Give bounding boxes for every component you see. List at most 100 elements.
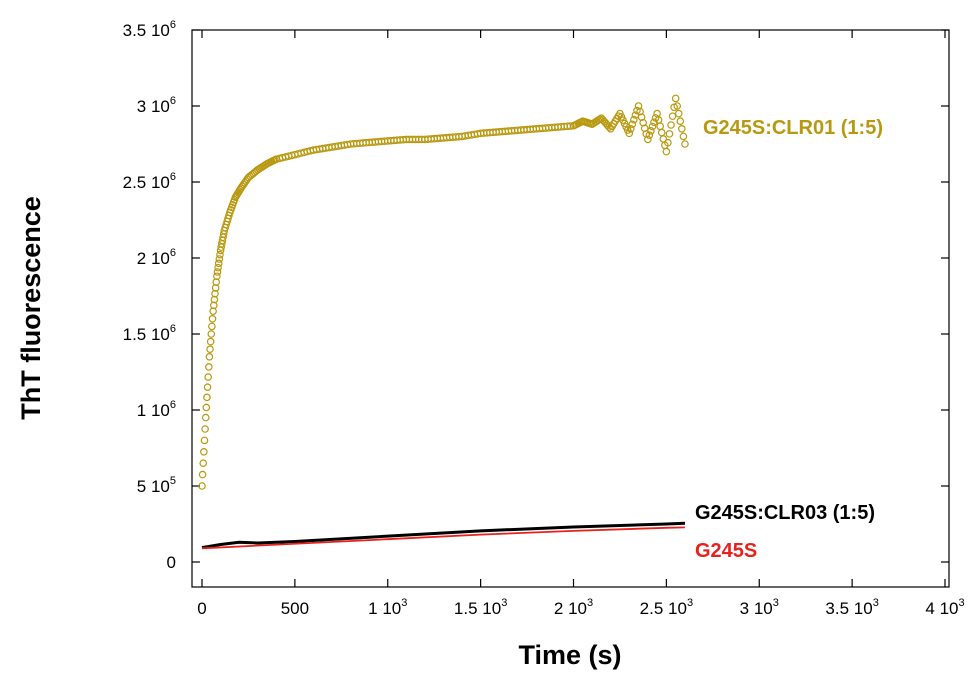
data-point [681,140,689,148]
data-point [650,118,658,127]
plot-frame [191,29,950,588]
data-point [665,130,674,138]
y-tick-label-mantissa: 3 10 [137,97,170,116]
series-label: G245S:CLR01 (1:5) [703,117,883,139]
data-point [668,112,677,120]
data-point [208,322,216,331]
data-point [213,268,222,276]
x-tick-label-exponent: 3 [958,597,964,609]
data-point [679,132,688,141]
series-layer [198,94,689,550]
data-point [664,138,672,147]
y-tick-label: 1.5 106 [123,323,176,344]
data-point [206,337,215,346]
data-point [214,263,222,272]
data-point [203,383,212,392]
data-point [630,115,638,124]
y-tick-label: 1 106 [137,399,176,420]
x-tick-label-mantissa: 0 [197,599,206,618]
y-tick-label-exponent: 6 [170,171,176,183]
data-point [201,425,209,433]
data-point [662,147,671,156]
axis-ticks [192,29,949,587]
x-tick-label: 2.5 103 [640,597,693,618]
data-point [643,135,652,144]
x-tick-label-exponent: 3 [873,597,879,609]
y-tick-label-exponent: 5 [170,475,176,487]
data-point [671,94,680,103]
data-point [628,120,637,129]
x-tick-label-mantissa: 4 10 [925,599,958,618]
x-tick-label-mantissa: 3 10 [740,599,773,618]
x-tick-label-exponent: 3 [401,597,407,609]
data-point [648,122,657,131]
x-axis-title: Time (s) [518,640,621,670]
data-point [674,109,683,118]
y-tick-label-mantissa: 5 10 [137,477,170,496]
x-tick-label-exponent: 3 [773,597,779,609]
data-point [213,272,221,281]
y-tick-label: 2.5 106 [123,171,176,192]
data-point [201,413,210,422]
data-point [626,125,635,133]
x-tick-label-mantissa: 2.5 10 [640,599,687,618]
y-tick-label-exponent: 6 [170,19,176,31]
data-point [208,314,217,323]
data-point [206,345,214,354]
x-tick-label: 500 [281,599,309,618]
data-point [214,259,223,268]
y-tick-label-mantissa: 2 10 [137,249,170,268]
x-tick-label-exponent: 3 [501,597,507,609]
x-tick-label-mantissa: 1 10 [368,599,401,618]
x-tick-label-exponent: 3 [587,597,593,609]
data-point [198,470,207,479]
x-tick-label-mantissa: 500 [281,599,309,618]
y-tick-label: 0 [167,553,176,572]
data-point [203,393,211,402]
data-point [645,131,654,139]
x-tick-label: 1 103 [368,597,407,618]
x-tick-label: 2 103 [554,597,593,618]
x-tick-label: 4 103 [925,597,964,618]
data-point [205,363,213,371]
data-point [667,121,675,129]
x-tick-label-exponent: 3 [687,597,693,609]
series-clr03-line [201,521,686,550]
x-tick-label: 0 [197,599,206,618]
data-point [678,125,686,133]
y-tick-label-exponent: 6 [170,399,176,411]
data-point [204,373,212,381]
y-tick-label: 3 106 [137,95,176,116]
data-point [653,109,661,118]
y-tick-label-mantissa: 0 [167,553,176,572]
series-g245s-line [201,526,685,550]
data-point [200,436,209,445]
data-point [207,330,216,338]
y-tick-label: 3.5 106 [123,19,176,40]
data-point [198,482,206,490]
x-tick-label-mantissa: 3.5 10 [825,599,872,618]
data-point [656,122,664,131]
data-point [215,255,224,263]
y-tick-label-mantissa: 3.5 10 [123,21,170,40]
x-tick-label-mantissa: 1.5 10 [454,599,501,618]
data-point [216,250,224,259]
series-label: G245S [695,540,757,562]
y-tick-label-exponent: 6 [170,323,176,335]
x-tick-label: 3.5 103 [825,597,878,618]
y-tick-label-mantissa: 1.5 10 [123,325,170,344]
y-axis-title: ThT fluorescence [16,196,46,420]
series-labels: G245S:CLR01 (1:5) G245S:CLR03 (1:5) G245S [695,117,883,562]
series-clr01-points [198,94,689,490]
y-tick-label-mantissa: 1 10 [137,401,170,420]
data-point [205,352,214,361]
data-point [200,447,208,456]
series-label: G245S:CLR03 (1:5) [695,502,875,524]
y-tick-label: 5 105 [137,475,176,496]
x-tick-label-mantissa: 2 10 [554,599,587,618]
data-point [673,102,682,110]
x-tick-label: 1.5 103 [454,597,507,618]
x-tick-labels: 0 500 1 103 1.5 103 2 103 2.5 103 3 103 3.5 103… [197,597,964,618]
y-tick-label-exponent: 6 [170,247,176,259]
